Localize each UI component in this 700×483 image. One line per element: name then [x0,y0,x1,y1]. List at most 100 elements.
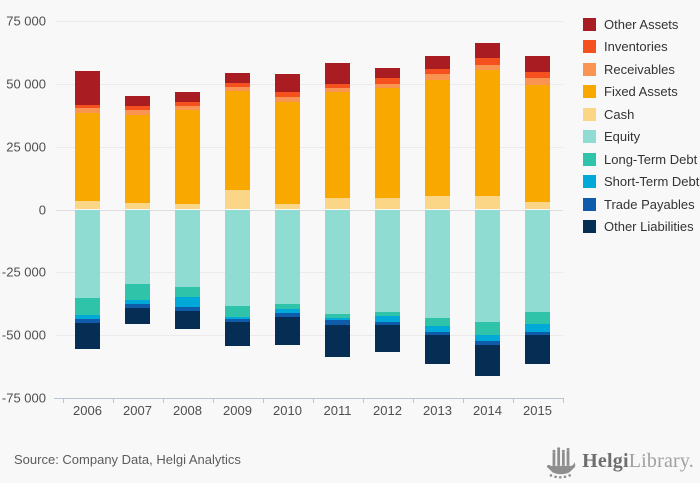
bar-segment[interactable] [425,209,450,318]
bar-segment[interactable] [525,84,550,203]
bar-segment[interactable] [475,58,500,65]
bar-segment[interactable] [525,55,550,73]
bar-segment[interactable] [175,204,200,210]
bar-segment[interactable] [225,83,250,87]
bar-segment[interactable] [175,106,200,110]
legend-item[interactable]: Cash [583,103,700,126]
bar-segment[interactable] [425,332,450,336]
legend-item[interactable]: Other Assets [583,13,700,36]
bar-segment[interactable] [275,92,300,97]
bar-segment[interactable] [125,308,150,324]
bar-segment[interactable] [475,42,500,59]
bar-segment[interactable] [325,317,350,321]
bar-segment[interactable] [275,303,300,310]
helgi-library-logo[interactable]: HelgiLibrary. [546,443,694,479]
bar-segment[interactable] [75,318,100,324]
bar-segment[interactable] [325,92,350,199]
legend-item[interactable]: Short-Term Debt [583,171,700,194]
bar-segment[interactable] [425,80,450,196]
bar-segment[interactable] [325,84,350,89]
bar-segment[interactable] [425,325,450,333]
bar-segment[interactable] [375,88,400,198]
bar-segment[interactable] [175,91,200,103]
bar-segment[interactable] [325,324,350,357]
bar-segment[interactable] [375,67,400,78]
bar-segment[interactable] [525,332,550,336]
bar-segment[interactable] [225,317,250,320]
bar-segment[interactable] [75,105,100,108]
bar-segment[interactable] [325,320,350,325]
bar-segment[interactable] [125,203,150,210]
bar-segment[interactable] [75,298,100,315]
bar-segment[interactable] [425,74,450,81]
bar-segment[interactable] [375,315,400,322]
bar-segment[interactable] [475,335,500,342]
bar-segment[interactable] [125,300,150,304]
bar-segment[interactable] [75,209,100,299]
bar-segment[interactable] [275,313,300,317]
bar-segment[interactable] [275,96,300,102]
bar-segment[interactable] [175,310,200,330]
bar-segment[interactable] [375,311,400,316]
bar-segment[interactable] [125,105,150,110]
bar-segment[interactable] [525,72,550,79]
bar-segment[interactable] [275,101,300,204]
bar-segment[interactable] [375,77,400,85]
bar-segment[interactable] [425,195,450,210]
bar-segment[interactable] [425,69,450,75]
bar-segment[interactable] [425,335,450,364]
bar-segment[interactable] [75,201,100,210]
bar-segment[interactable] [375,197,400,210]
bar-segment[interactable] [125,96,150,106]
bar-segment[interactable] [275,74,300,93]
legend-item[interactable]: Trade Payables [583,193,700,216]
bar-segment[interactable] [175,307,200,311]
bar-segment[interactable] [175,102,200,107]
bar-segment[interactable] [125,114,150,204]
bar-segment[interactable] [225,190,250,210]
bar-segment[interactable] [175,209,200,287]
bar-segment[interactable] [75,107,100,113]
bar-segment[interactable] [325,88,350,93]
legend-item[interactable]: Receivables [583,58,700,81]
bar-segment[interactable] [275,203,300,210]
bar-segment[interactable] [275,316,300,345]
bar-segment[interactable] [75,112,100,202]
bar-segment[interactable] [475,195,500,210]
bar-segment[interactable] [325,313,350,318]
bar-segment[interactable] [175,297,200,308]
bar-segment[interactable] [375,321,400,325]
bar-segment[interactable] [525,324,550,333]
bar-segment[interactable] [325,198,350,210]
bar-segment[interactable] [475,64,500,70]
bar-segment[interactable] [375,84,400,89]
bar-segment[interactable] [425,317,450,326]
legend-item[interactable]: Equity [583,126,700,149]
bar-segment[interactable] [475,344,500,377]
bar-segment[interactable] [425,56,450,69]
bar-segment[interactable] [475,341,500,345]
bar-segment[interactable] [225,319,250,323]
bar-segment[interactable] [125,283,150,301]
legend-item[interactable]: Inventories [583,36,700,59]
bar-segment[interactable] [225,73,250,84]
bar-segment[interactable] [175,286,200,298]
bar-segment[interactable] [125,303,150,309]
bar-segment[interactable] [525,202,550,210]
bar-segment[interactable] [275,209,300,304]
bar-segment[interactable] [225,305,250,318]
bar-segment[interactable] [325,62,350,85]
bar-segment[interactable] [75,314,100,319]
bar-segment[interactable] [225,91,250,191]
bar-segment[interactable] [225,86,250,92]
bar-segment[interactable] [475,322,500,336]
bar-segment[interactable] [225,209,250,306]
bar-segment[interactable] [75,71,100,106]
bar-segment[interactable] [375,324,400,353]
bar-segment[interactable] [525,311,550,325]
bar-segment[interactable] [375,209,400,312]
bar-segment[interactable] [475,70,500,196]
legend-item[interactable]: Long-Term Debt [583,148,700,171]
bar-segment[interactable] [225,322,250,347]
bar-segment[interactable] [525,335,550,364]
